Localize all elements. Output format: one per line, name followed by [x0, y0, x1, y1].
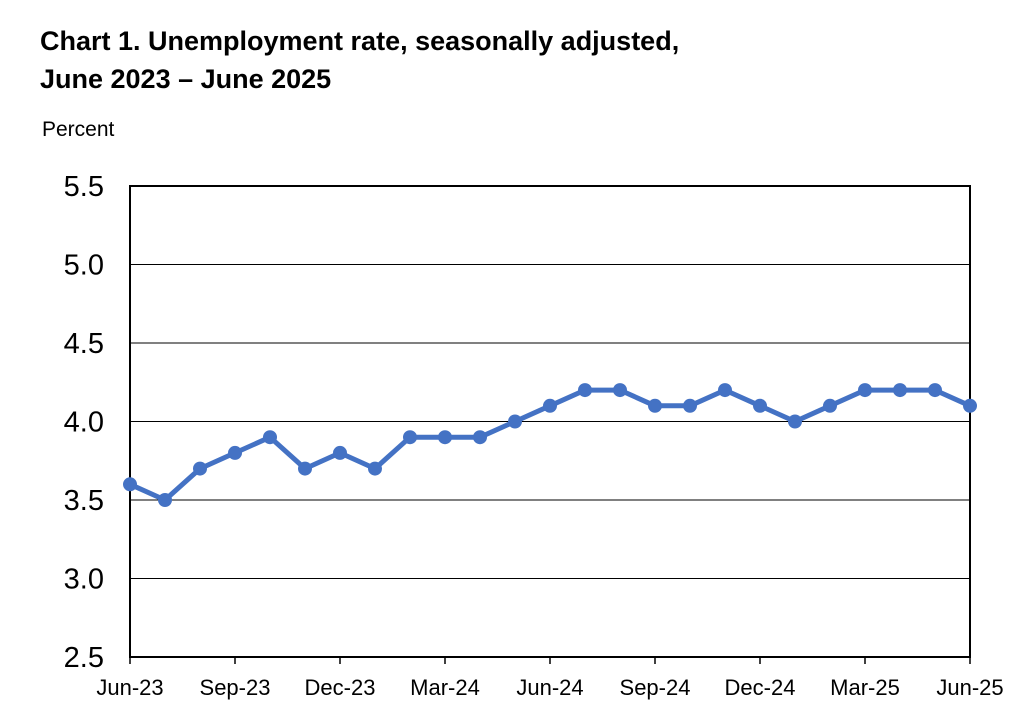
data-point — [893, 383, 907, 398]
y-axis-label: Percent — [42, 118, 115, 141]
data-point — [473, 430, 487, 445]
data-point — [158, 493, 172, 507]
data-point — [578, 383, 592, 398]
y-tick-label: 3.0 — [64, 564, 104, 596]
data-point — [788, 414, 802, 429]
gridlines — [130, 264, 970, 579]
data-point — [543, 398, 557, 413]
plot-area — [129, 185, 971, 658]
y-tick-label: 2.5 — [64, 642, 104, 674]
y-tick-label: 4.0 — [64, 407, 104, 439]
series-group — [123, 383, 977, 507]
y-tick-label: 3.5 — [64, 485, 104, 517]
data-point — [403, 430, 417, 445]
data-point — [508, 414, 522, 429]
y-tick-labels: 2.5 3.0 3.5 4.0 4.5 5.0 5.5 — [64, 171, 104, 674]
data-point — [298, 461, 312, 476]
data-point — [648, 398, 662, 413]
chart-title-line1: Chart 1. Unemployment rate, seasonally a… — [40, 26, 680, 56]
data-point — [368, 461, 382, 476]
data-point — [718, 383, 732, 398]
data-point — [263, 430, 277, 445]
chart-subtitle: June 2023 – June 2025 — [40, 64, 332, 94]
data-point — [613, 383, 627, 398]
x-tick-label: Mar-24 — [410, 675, 480, 700]
data-point — [858, 383, 872, 398]
chart-title: Chart 1. Unemployment rate, seasonally a… — [40, 22, 679, 98]
x-tick-label: Dec-24 — [725, 675, 796, 700]
x-tick-label: Jun-23 — [96, 675, 163, 700]
data-point — [683, 398, 697, 413]
data-point — [823, 398, 837, 413]
x-tick-label: Jun-25 — [936, 675, 1003, 700]
y-tick-label: 4.5 — [64, 328, 104, 360]
x-tick-label: Dec-23 — [305, 675, 376, 700]
data-point — [228, 445, 242, 460]
x-tick-label: Mar-25 — [830, 675, 900, 700]
y-tick-label: 5.5 — [64, 171, 104, 203]
data-point — [963, 398, 977, 413]
data-point — [123, 477, 137, 492]
data-point — [333, 445, 347, 460]
data-point — [193, 461, 207, 476]
x-tick-label: Sep-24 — [620, 675, 691, 700]
x-tick-label: Jun-24 — [516, 675, 583, 700]
data-point — [438, 430, 452, 445]
x-tick-label: Sep-23 — [200, 675, 271, 700]
x-tick-labels: Jun-23 Sep-23 Dec-23 Mar-24 Jun-24 Sep-24 Dec-… — [96, 657, 1004, 700]
data-point — [928, 383, 942, 398]
data-point — [753, 398, 767, 413]
y-tick-label: 5.0 — [64, 250, 104, 282]
